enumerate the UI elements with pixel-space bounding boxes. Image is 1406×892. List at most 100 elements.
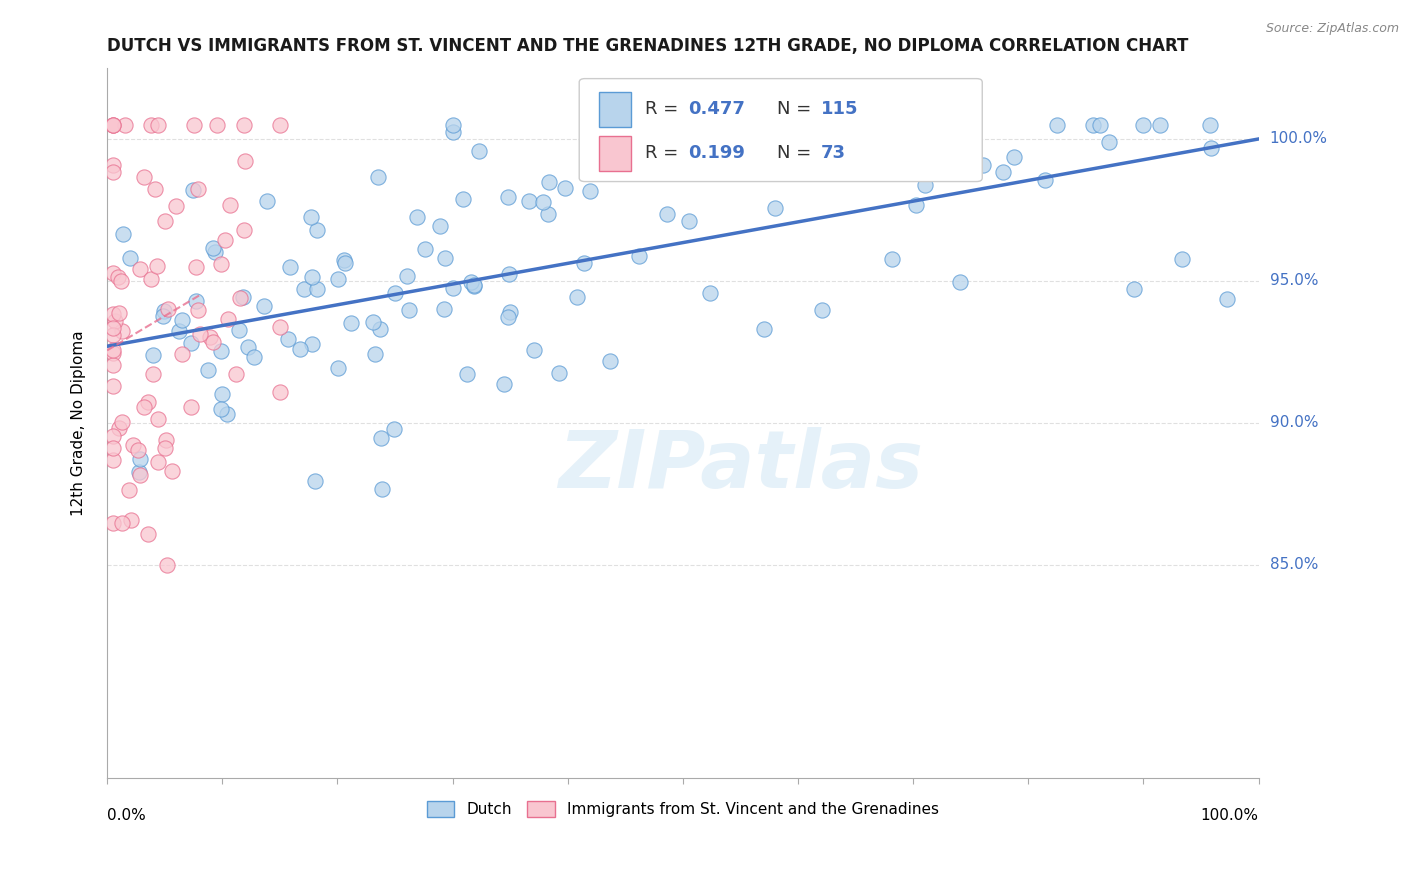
Point [973,158,995,172]
Point [340,316,363,330]
Point [382,422,405,436]
Point [146,118,169,132]
Point [453,192,475,206]
Point [828,118,851,132]
Point [991,165,1014,179]
Point [686,118,709,132]
Point [101,452,124,467]
Point [572,256,595,270]
Point [370,431,392,445]
Point [229,291,252,305]
Point [138,527,160,541]
Point [498,310,520,325]
Point [277,332,299,346]
Point [101,358,124,372]
Point [468,144,491,158]
Point [139,118,162,132]
Text: 100.0%: 100.0% [1270,131,1327,146]
Point [441,281,464,295]
Point [948,275,970,289]
Point [217,312,239,326]
Point [517,194,540,209]
Point [101,307,124,321]
Point [367,169,389,184]
Point [186,260,208,274]
Point [1171,252,1194,266]
Point [429,219,451,234]
Point [146,455,169,469]
Point [111,325,134,339]
Point [101,165,124,179]
Point [499,305,522,319]
Point [959,118,981,132]
Point [326,271,349,285]
Point [626,128,648,142]
Text: N =: N = [778,145,817,162]
Point [108,421,131,435]
Point [460,276,482,290]
Point [585,161,607,175]
Point [1132,118,1154,132]
Point [101,346,124,360]
Point [104,314,127,328]
Point [101,516,124,530]
Point [111,516,134,531]
Point [914,178,936,192]
Point [101,321,124,335]
Point [134,401,156,415]
Point [118,483,141,498]
Point [1081,118,1104,132]
Point [269,384,291,399]
Point [107,306,129,320]
Point [326,361,349,376]
Point [278,260,301,275]
Point [579,184,602,198]
Point [1098,136,1121,150]
Text: 115: 115 [821,100,859,119]
Point [101,118,124,132]
Point [565,290,588,304]
Point [101,429,124,443]
Point [292,282,315,296]
Point [153,304,176,318]
Point [233,154,256,169]
Text: DUTCH VS IMMIGRANTS FROM ST. VINCENT AND THE GRENADINES 12TH GRADE, NO DIPLOMA C: DUTCH VS IMMIGRANTS FROM ST. VINCENT AND… [107,37,1188,55]
Point [128,466,150,480]
Point [1046,118,1069,132]
Point [307,282,329,296]
Point [554,181,576,195]
Point [172,347,194,361]
Point [1002,150,1025,164]
Point [253,299,276,313]
Point [111,415,134,429]
Point [101,158,124,172]
Point [217,407,239,421]
Point [384,285,406,300]
Point [463,277,485,292]
Point [205,118,228,132]
Point [537,175,560,189]
Point [138,394,160,409]
Point [492,376,515,391]
Point [232,290,254,304]
Point [198,330,221,344]
Point [433,301,456,316]
Point [121,438,143,452]
Point [233,118,256,132]
Point [627,249,650,263]
Point [882,252,904,266]
Point [290,343,312,357]
Point [197,362,219,376]
Point [599,353,621,368]
Point [752,322,775,336]
Point [156,302,179,317]
Point [269,118,291,132]
Point [167,325,190,339]
Point [202,241,225,255]
Point [101,442,124,456]
Point [120,512,142,526]
Point [523,343,546,357]
Text: 0.477: 0.477 [689,100,745,119]
Point [905,198,928,212]
Point [1033,173,1056,187]
